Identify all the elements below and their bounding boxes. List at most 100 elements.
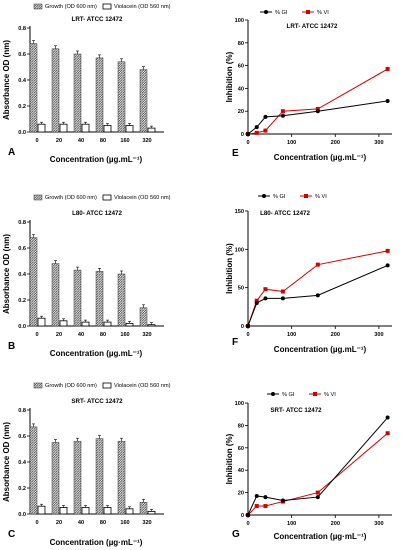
x-tick-label: 80 [100, 332, 106, 338]
gi-point [263, 114, 268, 119]
x-tick-label: 160 [120, 332, 129, 338]
x-tick-label: 40 [78, 138, 84, 144]
legend-marker-vi [304, 194, 308, 198]
x-tick-label: 300 [374, 521, 383, 527]
x-tick-label: 100 [287, 332, 296, 338]
y-tick-label: 0.8 [18, 408, 26, 414]
panel-letter: F [232, 337, 238, 348]
gi-series-line [247, 100, 388, 135]
gi-point [263, 296, 268, 301]
growth-bar [139, 502, 148, 515]
violacein-bar [103, 321, 112, 327]
vi-series-line [247, 250, 388, 327]
y-tick-label: 150 [235, 209, 244, 215]
legend-label-vi: % VI [315, 194, 327, 200]
line-chart-e: 0 20 40 60 80 100 0 100 200 300 % GI % VI LRT- ATCC … [225, 10, 392, 162]
legend-swatch-growth [33, 382, 43, 389]
gi-point [280, 296, 285, 301]
y-tick-label: 100 [235, 18, 244, 24]
violacein-bar [59, 123, 68, 133]
vi-point [385, 67, 390, 72]
gi-point [385, 263, 390, 268]
y-tick-label: 0.0 [18, 130, 26, 136]
legend-swatch-growth [33, 194, 43, 201]
legend-swatch-violacein [102, 194, 112, 201]
growth-bar [95, 271, 104, 327]
vi-point [263, 504, 268, 509]
x-tick-label: 320 [142, 520, 151, 526]
gi-series-line [247, 264, 388, 327]
gi-point [315, 293, 320, 298]
y-tick-label: 40 [238, 86, 244, 92]
y-tick-label: 60 [238, 446, 244, 452]
line-chart-g: 0 20 40 60 80 100 0 100 200 300 % GI % VI SRT- ATCC … [225, 392, 392, 541]
y-tick-label: 0.4 [18, 78, 27, 84]
violacein-bar [125, 322, 134, 327]
x-tick-label: 40 [78, 520, 84, 526]
x-axis-label: Concentration (µg·mL⁻¹) [274, 532, 367, 541]
chart-title: SRT- ATCC 12472 [270, 407, 322, 414]
violacein-bar [103, 507, 112, 515]
growth-bar [73, 440, 82, 515]
y-tick-label: 0.4 [18, 272, 27, 278]
growth-bar [139, 69, 148, 133]
vi-point [385, 248, 390, 253]
gi-point [254, 493, 259, 498]
gi-point [280, 498, 285, 503]
growth-bar [51, 48, 60, 133]
legend-marker-gi [262, 194, 266, 198]
y-tick-label: 0.4 [18, 460, 27, 466]
gi-point [246, 513, 250, 517]
chart-title: L80- ATCC 12472 [72, 210, 122, 217]
vi-point [315, 262, 320, 267]
growth-bar [73, 53, 82, 133]
y-tick-label: 50 [238, 286, 244, 292]
growth-bar [117, 273, 126, 327]
x-tick-label: 300 [374, 140, 383, 146]
vi-point [254, 130, 259, 135]
x-tick-label: 80 [100, 138, 106, 144]
y-tick-label: 20 [238, 491, 244, 497]
y-axis-label: Absorbance OD (nm) [2, 234, 11, 314]
x-tick-label: 320 [142, 332, 151, 338]
x-tick-label: 0 [246, 521, 249, 527]
panel-letter: E [232, 148, 239, 159]
y-tick-label: 40 [238, 468, 244, 474]
x-tick-label: 200 [331, 521, 340, 527]
x-axis-label: Concentration (µg·mL⁻¹) [50, 538, 143, 547]
growth-bar [117, 61, 126, 133]
x-tick-label: 0 [35, 520, 38, 526]
x-tick-label: 0 [246, 140, 249, 146]
y-tick-label: 100 [235, 401, 244, 407]
growth-bar [95, 438, 104, 515]
vi-point [280, 289, 285, 294]
x-tick-label: 0 [35, 138, 38, 144]
growth-bar [117, 440, 126, 515]
legend-label-violacein: Violacein (OD 560 nm) [114, 4, 171, 10]
violacein-bar [103, 125, 112, 133]
y-tick-label: 0 [241, 513, 244, 519]
violacein-bar [59, 507, 68, 515]
legend-marker-vi [306, 10, 310, 14]
legend-label-violacein: Violacein (OD 560 nm) [114, 383, 171, 389]
x-tick-label: 160 [120, 138, 129, 144]
gi-point [315, 109, 320, 114]
growth-bar [29, 426, 38, 515]
legend-label-vi: % VI [317, 10, 329, 16]
y-tick-label: 0.6 [18, 246, 26, 252]
chart-title: SRT- ATCC 12472 [71, 398, 123, 405]
y-axis-label: Inhibition (%) [225, 51, 234, 102]
violacein-bar [81, 123, 90, 133]
x-axis-label: Concentration (µg.mL⁻¹) [274, 153, 367, 162]
gi-point [385, 415, 390, 420]
legend-label-vi: % VI [324, 392, 336, 398]
violacein-bar [147, 510, 156, 515]
y-tick-label: 0 [241, 132, 244, 138]
growth-bar [29, 237, 38, 327]
x-tick-label: 20 [56, 138, 62, 144]
x-tick-label: 80 [100, 520, 106, 526]
vi-point [315, 490, 320, 495]
x-axis-label: Concentration (µg.mL⁻¹) [50, 349, 143, 358]
legend-label-growth: Growth (OD 600 nm) [45, 4, 97, 10]
x-tick-label: 0 [246, 332, 249, 338]
